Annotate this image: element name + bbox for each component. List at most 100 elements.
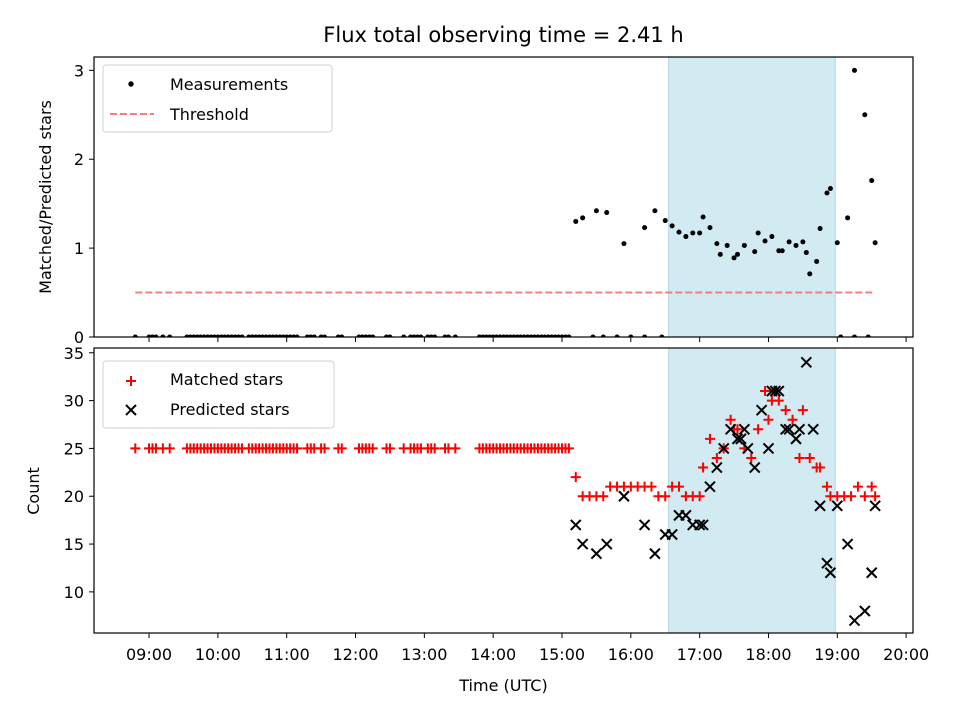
matched-star-marker (130, 443, 141, 454)
measurement-point (838, 334, 844, 337)
measurement-point (418, 334, 424, 337)
predicted-star-marker (731, 433, 744, 445)
matched-star-marker (384, 443, 395, 454)
predicted-star-marker (790, 433, 802, 445)
measurement-point (800, 239, 806, 245)
predicted-star-marker (666, 528, 678, 541)
measurement-point (160, 334, 166, 337)
predicted-star-marker (590, 547, 603, 560)
matched-star-marker (429, 443, 440, 454)
predicted-star-marker (824, 567, 837, 579)
measurement-point (700, 214, 706, 220)
matched-star-marker (450, 443, 461, 454)
predicted-star-marker (793, 423, 806, 435)
matched-star-marker (292, 443, 303, 454)
top-y-axis-label: Matched/Predicted stars (36, 100, 55, 294)
measurement-point (824, 190, 830, 196)
measurement-point (642, 225, 648, 231)
measurement-point (714, 241, 720, 247)
top-legend: Measurements Threshold (102, 64, 333, 133)
matched-star-marker (760, 386, 771, 397)
predicted-star-marker (773, 385, 785, 397)
bottom-axes-frame (93, 347, 914, 634)
matched-star-marker (797, 405, 808, 416)
measurement-point (445, 334, 451, 337)
measurement-points (132, 67, 878, 337)
predicted-star-marker (618, 490, 630, 502)
bottom-y-tick-label: 10 (64, 583, 84, 602)
matched-star-marker (815, 462, 826, 473)
predicted-star-marker (831, 500, 844, 512)
measurement-point (724, 242, 730, 248)
matched-star-marker (780, 405, 791, 416)
predicted-star-marker (649, 547, 661, 560)
legend-measurement-marker (128, 81, 134, 87)
bottom-y-tick-label: 15 (64, 535, 84, 554)
predicted-star-marker (601, 538, 613, 550)
predicted-star-marker (762, 442, 775, 455)
measurement-point (793, 242, 799, 248)
measurement-point (322, 334, 328, 337)
measurement-point (593, 208, 599, 214)
measurement-point (776, 248, 782, 254)
predicted-star-marker (869, 500, 881, 512)
matched-star-marker (846, 491, 857, 502)
bottom-y-axis-label: Count (24, 467, 43, 515)
predicted-star-marker (680, 509, 692, 522)
matched-star-marker (866, 481, 877, 492)
matched-star-marker (821, 481, 832, 492)
predicted-star-marker (807, 423, 819, 435)
predicted-star-marker (638, 519, 651, 531)
bottom-y-tick-label: 20 (64, 487, 84, 506)
x-axis-label: Time (UTC) (458, 676, 547, 695)
top-y-tick-label: 3 (74, 61, 84, 80)
measurement-point (452, 334, 458, 337)
top-panel: 0 1 2 3 Matched/Predicted stars Measurement… (36, 56, 914, 347)
legend-predicted-label: Predicted stars (170, 400, 290, 419)
x-tick-label: 14:00 (470, 645, 516, 664)
predicted-star-marker (769, 385, 782, 397)
measurement-point (239, 334, 245, 337)
measurement-point (752, 249, 758, 255)
legend-threshold-label: Threshold (169, 105, 249, 124)
predicted-star-marker (783, 423, 795, 435)
measurement-point (803, 250, 809, 256)
matched-star-marker (870, 491, 881, 502)
measurement-point (707, 225, 713, 231)
x-tick-label: 11:00 (264, 645, 310, 664)
x-tick-label: 10:00 (195, 645, 241, 664)
legend-predicted-marker (125, 404, 137, 416)
measurement-point (604, 210, 610, 216)
measurement-point (817, 226, 823, 232)
bottom-y-tick-label: 35 (64, 344, 84, 363)
measurement-point (669, 223, 675, 229)
measurement-point (807, 271, 813, 277)
predicted-star-marker (570, 519, 582, 531)
matched-star-marker (563, 443, 574, 454)
measurement-point (600, 334, 606, 337)
measurement-point (852, 67, 857, 73)
measurement-point (294, 334, 300, 337)
measurement-point (834, 240, 840, 246)
top-y-tick-label: 2 (74, 150, 84, 169)
bottom-panel: 10 15 20 25 30 35 09:00 10:00 11:00 12:00 13:00 14… (24, 344, 929, 695)
measurement-point (566, 334, 572, 337)
matched-star-marker (319, 443, 330, 454)
measurement-point (580, 215, 586, 221)
measurement-point (652, 208, 658, 214)
matched-star-marker (794, 452, 805, 463)
predicted-star-marker (865, 567, 878, 579)
measurement-point (614, 334, 620, 337)
measurement-point (731, 255, 737, 261)
x-tick-label: 09:00 (126, 645, 172, 664)
predicted-star-marker (738, 423, 751, 435)
predicted-star-marker (800, 356, 813, 369)
measurement-point (590, 334, 596, 337)
predicted-star-marker (735, 433, 747, 445)
x-tick-label: 20:00 (883, 645, 929, 664)
bottom-y-tick-label: 30 (64, 392, 84, 411)
measurement-point (683, 234, 689, 240)
legend-measurements-label: Measurements (170, 75, 288, 94)
x-tick-label: 17:00 (677, 645, 723, 664)
predicted-star-marker (711, 461, 723, 474)
